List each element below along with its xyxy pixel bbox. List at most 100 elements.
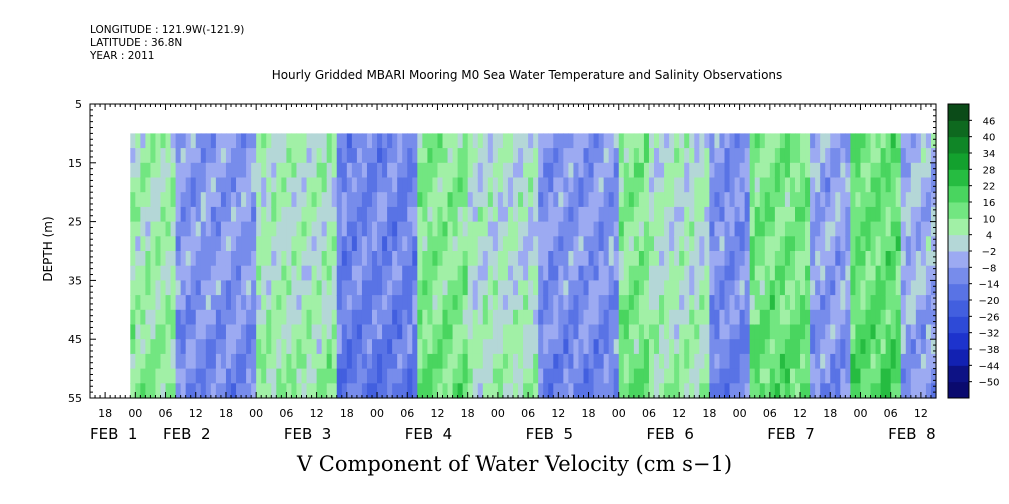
heatmap-cell <box>643 383 650 399</box>
heatmap-cell <box>256 383 262 399</box>
colorbar-label: −8 <box>982 263 997 274</box>
heatmap-cell <box>830 206 836 223</box>
colorbar-label: −32 <box>978 329 999 340</box>
heatmap-cell <box>815 192 821 208</box>
heatmap-cell <box>140 192 146 208</box>
heatmap-cell <box>925 324 932 340</box>
heatmap-cell <box>558 177 564 193</box>
heatmap-cell <box>387 280 393 296</box>
heatmap-cell <box>215 192 222 208</box>
heatmap-cell <box>311 148 318 164</box>
heatmap-cell <box>719 206 726 223</box>
heatmap-cell <box>674 236 680 252</box>
heatmap-cell <box>311 236 318 252</box>
heatmap-cell <box>613 280 620 296</box>
heatmap-cell <box>205 265 212 281</box>
heatmap-cell <box>160 133 167 149</box>
heatmap-cell <box>442 206 449 223</box>
heatmap-cell <box>810 206 816 223</box>
heatmap-cell <box>669 177 675 193</box>
colorbar-cell <box>948 120 969 138</box>
heatmap-cell <box>593 133 600 149</box>
heatmap-cell <box>825 192 831 208</box>
heatmap-cell <box>714 383 721 399</box>
x-tick-label: 12 <box>914 407 928 420</box>
heatmap-cell <box>251 251 257 267</box>
heatmap-cell <box>759 236 766 252</box>
heatmap-cell <box>331 221 338 237</box>
heatmap-cell <box>598 148 605 164</box>
heatmap-cell <box>316 324 323 340</box>
heatmap-cell <box>860 236 867 252</box>
heatmap-cell <box>427 324 434 340</box>
heatmap-cell <box>659 280 665 296</box>
heatmap-cell <box>326 148 333 164</box>
x-tick-label: 00 <box>128 407 142 420</box>
heatmap-cell <box>200 251 207 267</box>
heatmap-cell <box>130 148 136 164</box>
heatmap-cell <box>220 309 227 326</box>
heatmap-cell <box>875 221 882 237</box>
heatmap-cell <box>800 324 806 340</box>
heatmap-cell <box>331 177 338 193</box>
heatmap-cell <box>467 368 474 384</box>
heatmap-cell <box>724 324 731 340</box>
heatmap-cell <box>513 192 519 208</box>
heatmap-cell <box>553 251 559 267</box>
heatmap-cell <box>784 353 791 370</box>
heatmap-cell <box>900 280 907 296</box>
heatmap-cell <box>659 353 665 370</box>
heatmap-cell <box>477 133 484 149</box>
heatmap-cell <box>608 368 615 384</box>
heatmap-cell <box>543 177 549 193</box>
heatmap-cell <box>392 368 398 384</box>
heatmap-cell <box>487 236 494 252</box>
heatmap-cell <box>769 148 776 164</box>
heatmap-cell <box>905 339 912 355</box>
heatmap-cell <box>165 192 172 208</box>
heatmap-cell <box>744 221 751 237</box>
heatmap-cell <box>397 236 403 252</box>
heatmap-cell <box>533 339 539 355</box>
heatmap-cell <box>835 324 841 340</box>
heatmap-cell <box>578 236 585 252</box>
heatmap-cell <box>850 206 857 223</box>
heatmap-cell <box>608 280 615 296</box>
heatmap-cell <box>261 148 267 164</box>
heatmap-cell <box>225 162 232 179</box>
heatmap-cell <box>729 148 736 164</box>
heatmap-cell <box>502 383 509 399</box>
x-tick-label: 06 <box>763 407 777 420</box>
heatmap-cell <box>835 368 841 384</box>
heatmap-cell <box>236 236 242 252</box>
heatmap-cell <box>618 133 625 149</box>
heatmap-cell <box>900 133 907 149</box>
heatmap-cell <box>251 309 257 326</box>
heatmap-cell <box>190 265 197 281</box>
heatmap-cell <box>372 295 378 311</box>
heatmap-cell <box>643 133 650 149</box>
heatmap-cell <box>452 162 459 179</box>
heatmap-cell <box>477 148 484 164</box>
heatmap-cell <box>427 177 434 193</box>
heatmap-cell <box>231 295 237 311</box>
heatmap-cell <box>850 339 857 355</box>
heatmap-cell <box>724 353 731 370</box>
heatmap-cell <box>472 133 479 149</box>
heatmap-cell <box>890 383 897 399</box>
heatmap-cell <box>331 295 338 311</box>
heatmap-cell <box>825 324 831 340</box>
heatmap-cell <box>694 339 700 355</box>
heatmap-cell <box>397 368 403 384</box>
heatmap-cell <box>583 192 590 208</box>
heatmap-cell <box>215 383 222 399</box>
heatmap-cell <box>553 206 559 223</box>
heatmap-cell <box>482 280 489 296</box>
x-tick-label: 18 <box>461 407 475 420</box>
heatmap-cell <box>361 368 368 384</box>
heatmap-cell <box>165 251 172 267</box>
heatmap-cell <box>643 236 650 252</box>
heatmap-cell <box>543 280 549 296</box>
heatmap-cell <box>719 324 726 340</box>
heatmap-cell <box>291 324 298 340</box>
